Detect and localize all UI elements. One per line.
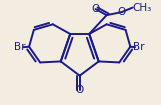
Text: Br: Br <box>133 42 145 52</box>
Text: O: O <box>118 7 126 17</box>
Text: O: O <box>91 4 100 14</box>
Text: O: O <box>76 85 84 95</box>
Text: Br: Br <box>14 42 25 52</box>
Text: CH₃: CH₃ <box>133 3 152 12</box>
